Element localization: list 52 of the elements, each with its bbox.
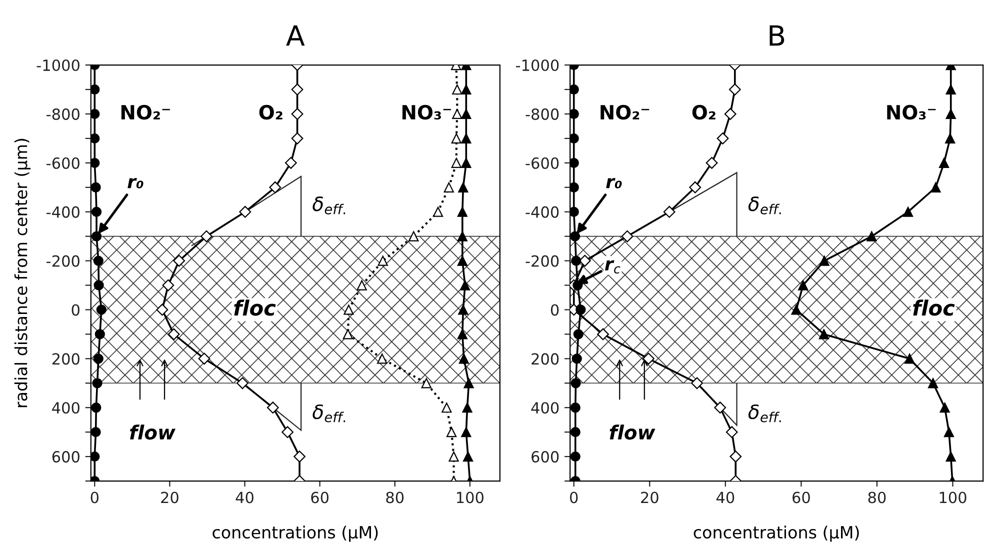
y-tick-label: -600 (526, 157, 559, 169)
y-tick-label: -1000 (516, 59, 559, 72)
annotation: δ$_{eff.}$ (748, 196, 781, 214)
y-tick-label: 200 (532, 353, 559, 365)
y-tick-label: 400 (52, 402, 80, 414)
y-tick-label: 600 (52, 451, 80, 463)
annotation: r₀ (606, 178, 622, 188)
x-tick-label: 40 (716, 492, 734, 504)
x-tick-label: 0 (90, 492, 98, 504)
x-axis-title: concentrations (μM) (212, 526, 378, 542)
x-tick-label: 40 (236, 492, 254, 504)
annotation: flow (130, 424, 176, 440)
y-tick-label: -800 (46, 108, 80, 120)
x-tick-label: 20 (161, 492, 178, 504)
series-label: NO₂⁻ (121, 104, 170, 120)
annotation: r$_{c}$ (604, 260, 620, 274)
x-tick-label: 0 (570, 492, 578, 504)
series-label: NO₂⁻ (600, 104, 650, 120)
annotation: δ$_{eff.}$ (312, 404, 346, 422)
series-label: O₂ (259, 104, 282, 120)
y-tick-label: -1000 (36, 59, 80, 72)
series-label: NO₃⁻ (887, 104, 936, 120)
chart-title: B (770, 25, 784, 46)
y-tick-label: -800 (526, 108, 559, 120)
y-tick-label: -200 (46, 255, 80, 267)
y-axis-title: radial distance from center (μm) (14, 138, 31, 408)
band-label: floc (234, 300, 276, 316)
x-tick-label: 80 (386, 492, 404, 504)
band-label: floc (913, 300, 955, 316)
x-tick-label: 60 (792, 492, 810, 504)
chart-title: A (286, 25, 305, 46)
y-tick-label: 400 (531, 402, 559, 414)
series-label: O₂ (692, 104, 716, 120)
y-tick-label: -600 (46, 157, 80, 169)
x-axis-title: concentrations (μM) (694, 526, 859, 542)
x-tick-label: 60 (311, 492, 329, 504)
annotation: δ$_{eff.}$ (748, 404, 781, 422)
y-tick-label: -200 (526, 255, 559, 267)
y-tick-label: -400 (526, 206, 559, 218)
y-tick-label: -400 (46, 206, 80, 218)
y-tick-label: 0 (550, 304, 559, 316)
annotation: flow (610, 424, 656, 440)
annotation: δ$_{eff.}$ (312, 196, 346, 214)
x-tick-label: 100 (940, 492, 966, 504)
y-tick-label: 0 (72, 304, 80, 316)
y-tick-label: 600 (532, 451, 559, 463)
annotation: r₀ (128, 178, 144, 188)
y-tick-label: 200 (52, 353, 80, 365)
series-label: NO₃⁻ (402, 104, 451, 120)
x-tick-label: 80 (868, 492, 886, 504)
x-tick-label: 100 (457, 492, 484, 504)
x-tick-label: 20 (641, 492, 658, 504)
